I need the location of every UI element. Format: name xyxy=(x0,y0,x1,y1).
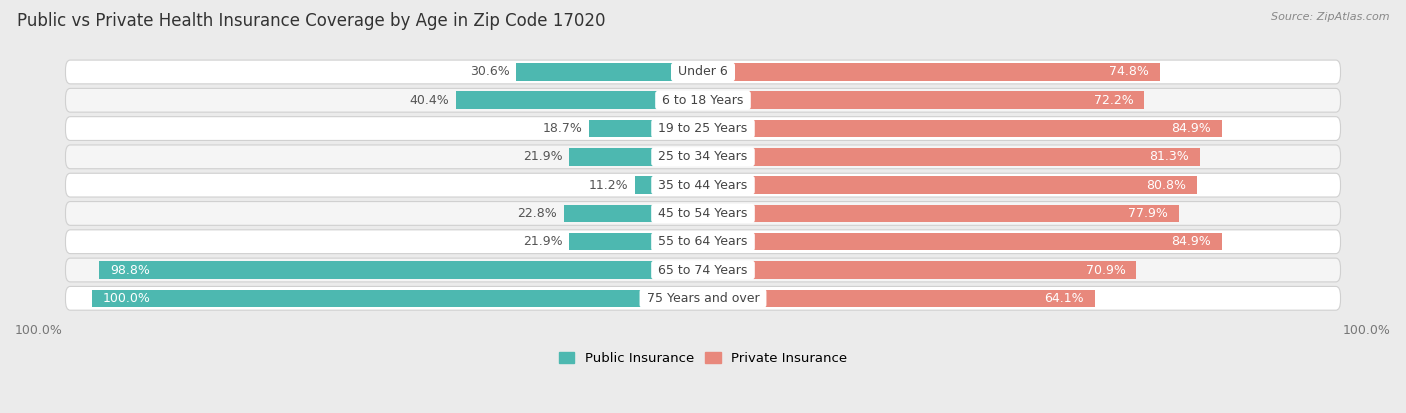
Bar xyxy=(516,63,703,81)
Bar xyxy=(569,148,703,166)
Text: 19 to 25 Years: 19 to 25 Years xyxy=(654,122,752,135)
Bar xyxy=(456,92,703,109)
Text: 6 to 18 Years: 6 to 18 Years xyxy=(658,94,748,107)
Text: 80.8%: 80.8% xyxy=(1146,179,1187,192)
FancyBboxPatch shape xyxy=(66,287,1340,310)
FancyBboxPatch shape xyxy=(66,258,1340,282)
Text: 74.8%: 74.8% xyxy=(1109,66,1149,78)
FancyBboxPatch shape xyxy=(66,173,1340,197)
FancyBboxPatch shape xyxy=(66,145,1340,169)
Text: Under 6: Under 6 xyxy=(673,66,733,78)
Text: Public vs Private Health Insurance Coverage by Age in Zip Code 17020: Public vs Private Health Insurance Cover… xyxy=(17,12,606,31)
FancyBboxPatch shape xyxy=(66,230,1340,254)
FancyBboxPatch shape xyxy=(66,60,1340,84)
Text: 100.0%: 100.0% xyxy=(103,292,150,305)
Text: 35 to 44 Years: 35 to 44 Years xyxy=(654,179,752,192)
Text: 72.2%: 72.2% xyxy=(1094,94,1133,107)
Text: 45 to 54 Years: 45 to 54 Years xyxy=(654,207,752,220)
Bar xyxy=(703,63,1160,81)
Bar xyxy=(703,205,1178,222)
Text: 64.1%: 64.1% xyxy=(1045,292,1084,305)
Text: 77.9%: 77.9% xyxy=(1129,207,1168,220)
Bar xyxy=(703,120,1222,138)
Legend: Public Insurance, Private Insurance: Public Insurance, Private Insurance xyxy=(554,347,852,370)
Text: 40.4%: 40.4% xyxy=(409,94,450,107)
Text: 70.9%: 70.9% xyxy=(1085,263,1126,277)
Text: Source: ZipAtlas.com: Source: ZipAtlas.com xyxy=(1271,12,1389,22)
Text: 55 to 64 Years: 55 to 64 Years xyxy=(654,235,752,248)
Text: 65 to 74 Years: 65 to 74 Years xyxy=(654,263,752,277)
Text: 25 to 34 Years: 25 to 34 Years xyxy=(654,150,752,164)
Bar xyxy=(703,176,1197,194)
Bar xyxy=(569,233,703,251)
Text: 98.8%: 98.8% xyxy=(110,263,150,277)
Text: 30.6%: 30.6% xyxy=(470,66,509,78)
Bar xyxy=(100,261,703,279)
Bar xyxy=(634,176,703,194)
Bar xyxy=(91,290,703,307)
Bar xyxy=(589,120,703,138)
FancyBboxPatch shape xyxy=(66,88,1340,112)
Bar xyxy=(564,205,703,222)
Text: 18.7%: 18.7% xyxy=(543,122,582,135)
Text: 81.3%: 81.3% xyxy=(1149,150,1189,164)
FancyBboxPatch shape xyxy=(66,117,1340,140)
Text: 75 Years and over: 75 Years and over xyxy=(643,292,763,305)
Text: 11.2%: 11.2% xyxy=(588,179,628,192)
Bar xyxy=(703,92,1144,109)
FancyBboxPatch shape xyxy=(66,202,1340,225)
Text: 84.9%: 84.9% xyxy=(1171,122,1211,135)
Text: 21.9%: 21.9% xyxy=(523,150,562,164)
Bar xyxy=(703,290,1095,307)
Bar xyxy=(703,148,1199,166)
Text: 84.9%: 84.9% xyxy=(1171,235,1211,248)
Text: 22.8%: 22.8% xyxy=(517,207,557,220)
Bar xyxy=(703,233,1222,251)
Bar xyxy=(703,261,1136,279)
Text: 21.9%: 21.9% xyxy=(523,235,562,248)
